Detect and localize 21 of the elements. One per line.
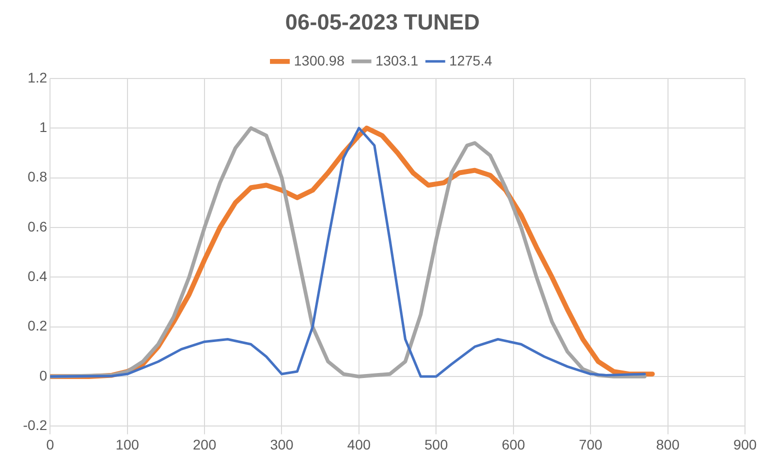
x-tick-label: 900 (733, 436, 757, 452)
y-tick-label: 0.8 (28, 168, 48, 185)
chart-title: 06-05-2023 TUNED (285, 9, 480, 34)
legend-label: 1275.4 (449, 52, 492, 68)
y-tick-label: 0.4 (28, 268, 48, 284)
x-tick-label: 200 (192, 436, 216, 452)
x-tick-label: 800 (656, 436, 680, 452)
y-tick-label: 1.2 (28, 69, 48, 86)
y-tick-label: 1 (39, 118, 48, 135)
x-tick-label: 500 (424, 436, 448, 452)
x-tick-label: 300 (270, 436, 294, 452)
y-tick-label: 0 (39, 367, 48, 384)
legend-label: 1300.98 (294, 52, 345, 68)
x-tick-label: 100 (116, 436, 140, 452)
y-tick-label: 0.6 (28, 218, 48, 234)
x-tick-label: 600 (502, 436, 526, 452)
x-tick-label: 700 (578, 436, 602, 452)
y-tick-label: 0.2 (28, 318, 48, 334)
x-tick-label: 400 (347, 436, 371, 452)
y-tick-label: -0.2 (23, 417, 48, 434)
legend-label: 1303.1 (375, 52, 419, 68)
